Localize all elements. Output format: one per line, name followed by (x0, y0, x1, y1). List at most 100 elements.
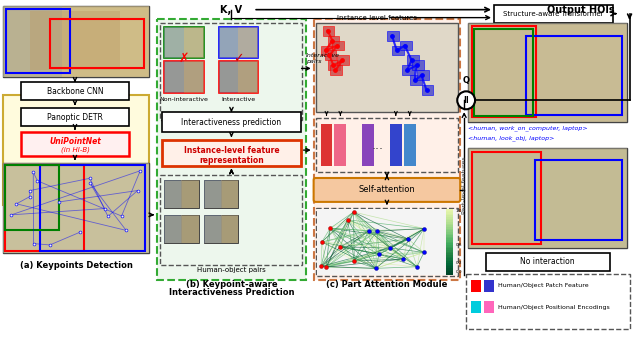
Text: Panoptic DETR: Panoptic DETR (47, 113, 103, 122)
Bar (160, 175, 301, 265)
Bar (446, 235, 453, 237)
Bar (446, 240, 453, 242)
Bar (3, 6, 149, 77)
Bar (316, 118, 458, 172)
Bar (314, 19, 460, 280)
Point (372, 229, 382, 234)
Point (419, 250, 429, 255)
Text: No interaction: No interaction (520, 257, 575, 266)
Bar (164, 215, 182, 243)
Bar (332, 41, 344, 50)
Point (342, 217, 353, 223)
Bar (164, 180, 199, 208)
Bar (328, 36, 339, 46)
Point (403, 236, 413, 242)
Text: Interactive
pairs: Interactive pairs (306, 53, 340, 64)
Bar (20, 132, 129, 156)
Point (385, 245, 396, 251)
Bar (446, 243, 453, 245)
Text: (in HI-B): (in HI-B) (61, 147, 90, 153)
Bar (536, 160, 621, 240)
Point (410, 78, 420, 83)
Bar (204, 180, 221, 208)
Text: UniPointNet: UniPointNet (49, 136, 101, 146)
Point (348, 209, 358, 215)
Bar (468, 148, 627, 248)
Point (323, 28, 333, 33)
Bar (3, 163, 149, 253)
Bar (160, 23, 301, 120)
Point (132, 188, 143, 193)
Point (116, 213, 127, 219)
Point (371, 266, 381, 271)
Bar (404, 124, 415, 166)
Bar (446, 232, 453, 234)
Point (412, 63, 422, 68)
Bar (157, 19, 306, 280)
Bar (238, 62, 258, 93)
Bar (337, 56, 349, 65)
Text: Interactiveness Prediction: Interactiveness Prediction (169, 288, 294, 297)
Point (399, 43, 410, 48)
Bar (446, 263, 453, 265)
Circle shape (457, 91, 475, 109)
Bar (238, 27, 258, 58)
Bar (422, 85, 433, 95)
Bar (446, 270, 453, 272)
Point (398, 256, 408, 262)
Bar (164, 27, 204, 58)
Bar (162, 140, 301, 166)
Point (100, 206, 110, 211)
Text: ✗: ✗ (179, 52, 189, 65)
Point (330, 68, 340, 73)
Bar (471, 301, 481, 314)
Text: Instance-level features: Instance-level features (337, 15, 417, 21)
Bar (472, 26, 536, 117)
Bar (204, 215, 221, 243)
Bar (6, 9, 70, 74)
Bar (204, 215, 238, 243)
Point (387, 33, 397, 38)
Bar (316, 23, 458, 112)
Bar (446, 245, 453, 247)
Bar (446, 210, 453, 212)
Bar (321, 124, 332, 166)
Bar (446, 266, 453, 268)
Text: ...: ... (372, 139, 384, 152)
Bar (417, 70, 429, 80)
Bar (446, 261, 453, 263)
Point (103, 214, 113, 219)
Bar (472, 152, 541, 244)
Bar (446, 214, 453, 216)
Bar (402, 65, 413, 75)
Point (328, 63, 339, 68)
Bar (31, 10, 120, 70)
Bar (324, 50, 337, 61)
Text: II: II (463, 96, 469, 105)
Point (75, 230, 85, 235)
Bar (494, 5, 612, 23)
Bar (486, 253, 610, 271)
Bar (317, 209, 457, 275)
Bar (204, 180, 238, 208)
Text: Interactive: Interactive (221, 97, 255, 102)
Point (324, 53, 335, 58)
Bar (446, 242, 453, 244)
Bar (400, 41, 412, 50)
Point (349, 258, 359, 264)
Bar (446, 258, 453, 260)
Bar (484, 280, 494, 292)
Text: Human-object pairs: Human-object pairs (197, 267, 266, 273)
Bar (412, 61, 424, 70)
Bar (446, 237, 453, 239)
Bar (221, 180, 238, 208)
Point (417, 72, 427, 78)
Text: Output HOIs: Output HOIs (547, 5, 614, 15)
Bar (164, 62, 204, 93)
Bar (330, 65, 342, 75)
Bar (390, 124, 402, 166)
Point (317, 239, 327, 245)
Point (316, 264, 326, 269)
Point (25, 194, 35, 199)
Bar (335, 124, 346, 166)
